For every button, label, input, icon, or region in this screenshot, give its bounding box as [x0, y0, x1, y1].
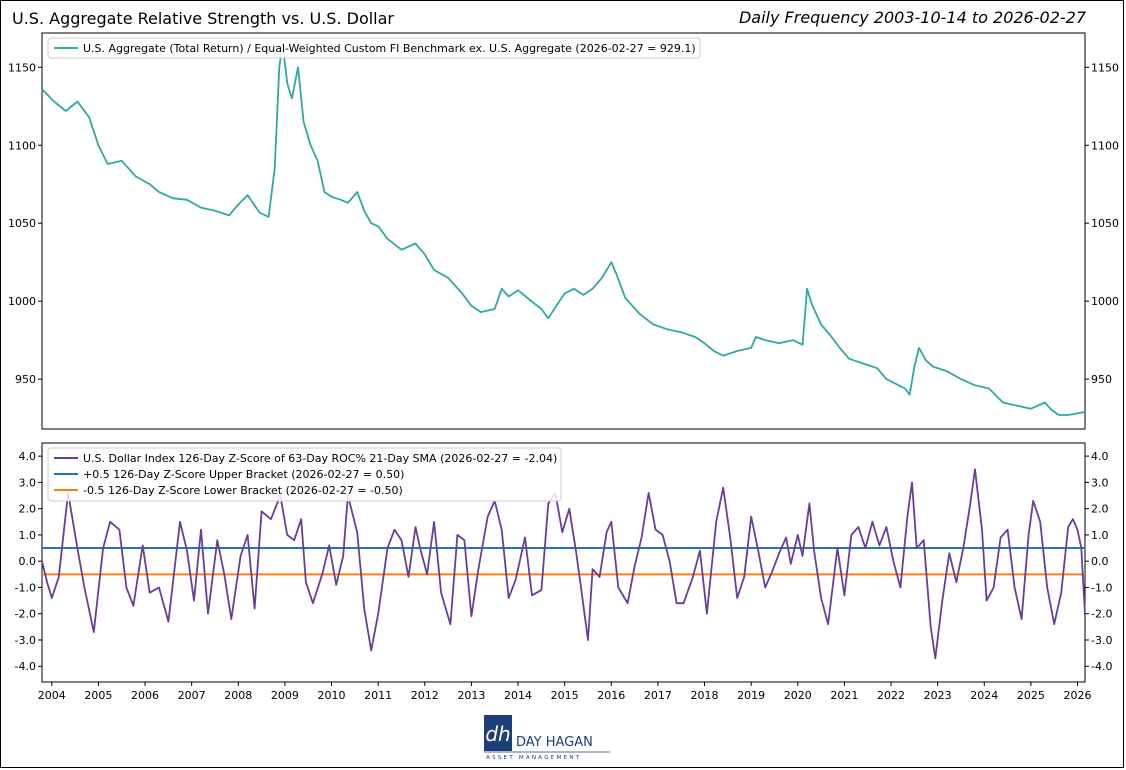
- logo-mark: dh: [485, 722, 510, 746]
- bottom-x-tick-label: 2012: [411, 689, 439, 702]
- day-hagan-logo: dh DAY HAGAN ASSET MANAGEMENT: [484, 715, 610, 761]
- bottom-y-tick-label-right: 1.0: [1091, 529, 1109, 542]
- bottom-y-tick-label-right: -2.0: [1091, 608, 1112, 621]
- bottom-x-tick-label: 2015: [551, 689, 579, 702]
- bottom-y-tick-label-right: 3.0: [1091, 476, 1109, 489]
- bottom-y-ticks: -4.0 -4.0 -3.0 -3.0 -2.0 -2.0 -1.0 -1.0 0.0 0.0 1.…: [15, 450, 1113, 673]
- bottom-y-tick-label-left: -4.0: [15, 660, 36, 673]
- bottom-x-tick-label: 2013: [457, 689, 485, 702]
- top-y-tick-label-left: 1150: [8, 61, 36, 74]
- top-plot-area: [41, 32, 1086, 430]
- bottom-x-tick-label: 2004: [38, 689, 66, 702]
- top-legend: U.S. Aggregate (Total Return) / Equal-We…: [47, 37, 701, 59]
- bottom-legend: U.S. Dollar Index 126-Day Z-Score of 63-…: [47, 447, 562, 502]
- bottom-x-tick-label: 2005: [84, 689, 112, 702]
- top-y-tick-label-left: 950: [15, 373, 36, 386]
- legend-label-zscore: U.S. Dollar Index 126-Day Z-Score of 63-…: [83, 452, 557, 465]
- bottom-x-tick-label: 2010: [318, 689, 346, 702]
- bottom-y-tick-label-right: 0.0: [1091, 555, 1109, 568]
- legend-label-upper-bracket: +0.5 126-Day Z-Score Upper Bracket (2026…: [83, 468, 404, 481]
- bottom-x-tick-label: 2017: [644, 689, 672, 702]
- logo-name: DAY HAGAN: [516, 735, 593, 750]
- logo-mark-box: [484, 715, 512, 751]
- legend-label-lower-bracket: -0.5 126-Day Z-Score Lower Bracket (2026…: [83, 484, 403, 497]
- top-y-tick-label-right: 1150: [1091, 61, 1119, 74]
- relative-strength-line: [41, 43, 1086, 416]
- bottom-x-tick-label: 2007: [178, 689, 206, 702]
- bottom-y-tick-label-left: -1.0: [15, 581, 36, 594]
- bottom-y-tick-label-right: -4.0: [1091, 660, 1112, 673]
- bottom-x-tick-label: 2022: [877, 689, 905, 702]
- logo-tagline: ASSET MANAGEMENT: [486, 755, 581, 761]
- bottom-y-tick-label-right: 4.0: [1091, 450, 1109, 463]
- bottom-x-tick-label: 2008: [224, 689, 252, 702]
- bottom-x-tick-label: 2021: [830, 689, 858, 702]
- bottom-y-tick-label-left: 1.0: [19, 529, 37, 542]
- bottom-y-tick-label-right: -3.0: [1091, 634, 1112, 647]
- bottom-x-tick-label: 2014: [504, 689, 532, 702]
- bottom-x-tick-label: 2006: [131, 689, 159, 702]
- top-panel: 950 950 1000 1000 1050 1050 1100 1100 1150 1150 U…: [8, 32, 1119, 430]
- page-subtitle: Daily Frequency 2003-10-14 to 2026-02-27: [738, 8, 1086, 27]
- bottom-y-tick-label-left: 0.0: [19, 555, 37, 568]
- bottom-x-tick-label: 2025: [1017, 689, 1045, 702]
- top-y-tick-label-left: 1050: [8, 217, 36, 230]
- bottom-y-tick-label-left: -2.0: [15, 608, 36, 621]
- top-y-tick-label-right: 1050: [1091, 217, 1119, 230]
- bottom-x-tick-label: 2020: [784, 689, 812, 702]
- top-legend-box: [47, 37, 701, 59]
- bottom-x-tick-label: 2023: [924, 689, 952, 702]
- bottom-x-ticks: 2004 2005 2006 2007 2008 2009 2010 2011 2012 2013…: [38, 682, 1092, 702]
- bottom-y-tick-label-left: 2.0: [19, 503, 37, 516]
- top-y-ticks: 950 950 1000 1000 1050 1050 1100 1100 1150 1150: [8, 61, 1119, 386]
- page-title: U.S. Aggregate Relative Strength vs. U.S…: [12, 9, 395, 28]
- top-y-tick-label-right: 1000: [1091, 295, 1119, 308]
- bottom-y-tick-label-left: 4.0: [19, 450, 37, 463]
- top-y-tick-label-right: 950: [1091, 373, 1112, 386]
- bottom-y-tick-label-right: -1.0: [1091, 581, 1112, 594]
- bottom-y-tick-label-left: 3.0: [19, 476, 37, 489]
- bottom-x-tick-label: 2011: [364, 689, 392, 702]
- top-y-tick-label-right: 1100: [1091, 139, 1119, 152]
- zscore-line: [41, 468, 1086, 660]
- top-y-tick-label-left: 1100: [8, 139, 36, 152]
- bottom-y-tick-label-right: 2.0: [1091, 503, 1109, 516]
- top-y-tick-label-left: 1000: [8, 295, 36, 308]
- bottom-x-tick-label: 2026: [1064, 689, 1092, 702]
- bottom-legend-box: [47, 447, 562, 502]
- top-legend-label: U.S. Aggregate (Total Return) / Equal-We…: [83, 42, 696, 55]
- bottom-y-tick-label-left: -3.0: [15, 634, 36, 647]
- bottom-x-tick-label: 2019: [737, 689, 765, 702]
- bottom-x-tick-label: 2009: [271, 689, 299, 702]
- bottom-panel: -4.0 -4.0 -3.0 -3.0 -2.0 -2.0 -1.0 -1.0 0.0 0.0 1.…: [15, 442, 1113, 702]
- bottom-x-tick-label: 2016: [597, 689, 625, 702]
- bottom-x-tick-label: 2024: [970, 689, 998, 702]
- bottom-x-tick-label: 2018: [691, 689, 719, 702]
